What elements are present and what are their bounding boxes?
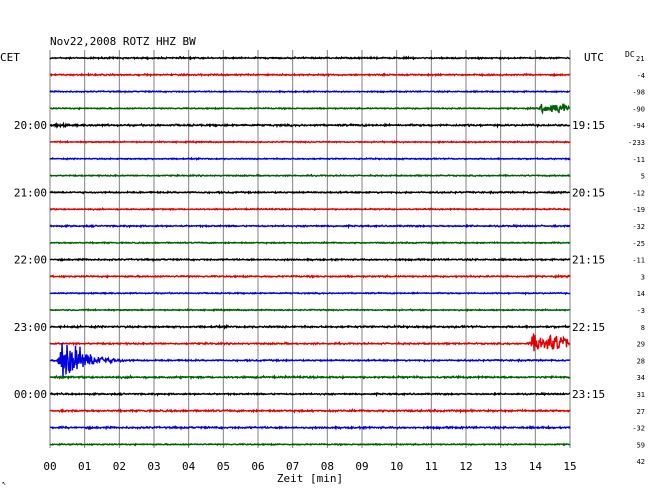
trace-line [49, 173, 571, 178]
trace-line [49, 273, 571, 280]
trace-line [49, 323, 571, 330]
x-tick-label: 14 [529, 460, 543, 473]
dc-label: DC [625, 50, 635, 59]
x-tick-label: 05 [217, 460, 230, 473]
dc-offset-label: 27 [637, 408, 645, 416]
x-tick-label: 08 [321, 460, 334, 473]
trace-line [49, 257, 571, 263]
right-hour-labels: 19:15 20:15 21:15 22:15 23:15 [572, 119, 605, 401]
dc-top-value: 21 [636, 55, 644, 63]
left-hour-label: 20:00 [14, 119, 47, 132]
x-tick-label: 02 [113, 460, 126, 473]
dc-offset-label: 31 [637, 391, 645, 399]
dc-offset-label: 29 [637, 341, 645, 349]
dc-offset-label: -32 [632, 425, 645, 433]
dc-offset-label: 5 [641, 173, 645, 181]
x-tick-label: 07 [286, 460, 299, 473]
trace-line [49, 89, 571, 94]
x-tick-label: 11 [425, 460, 438, 473]
dc-offset-label: -32 [632, 223, 645, 231]
dc-offset-label: -12 [632, 189, 645, 197]
trace-line [49, 207, 571, 212]
x-tick-label: 12 [459, 460, 472, 473]
left-hour-label: 23:00 [14, 321, 47, 334]
x-tick-labels: 00 01 02 03 04 05 06 07 08 09 10 11 12 13 14 15 [43, 460, 576, 473]
left-hour-label: 21:00 [14, 186, 47, 199]
dc-offset-labels: -4 -98 -90 -94 -233 -11 5 -12 -19 -32 -25 -11 3 14 -3 8… [628, 72, 645, 466]
vertical-gridlines [49, 50, 571, 448]
dc-offset-label: 59 [637, 441, 645, 449]
left-hour-label: 22:00 [14, 254, 47, 267]
trace-line [49, 72, 571, 78]
right-timezone-label: UTC [584, 51, 604, 64]
trace-line [49, 121, 571, 129]
trace-line [49, 424, 571, 431]
dc-offset-label: 28 [637, 357, 645, 365]
right-hour-label: 19:15 [572, 119, 605, 132]
x-tick-label: 13 [494, 460, 507, 473]
dc-offset-label: -98 [632, 89, 645, 97]
dc-offset-label: 14 [637, 290, 645, 298]
trace-line [49, 407, 571, 414]
dc-offset-label: 34 [637, 374, 645, 382]
left-timezone-label: CET [0, 51, 20, 64]
trace-group [49, 55, 571, 447]
dc-offset-label: -94 [632, 122, 645, 130]
right-hour-label: 22:15 [572, 321, 605, 334]
x-tick-label: 10 [390, 460, 403, 473]
x-axis-label: Zeit [min] [277, 472, 343, 485]
x-tick-label: 01 [78, 460, 91, 473]
trace-line [49, 333, 571, 352]
right-hour-label: 23:15 [572, 388, 605, 401]
dc-offset-label: -3 [637, 307, 645, 315]
trace-line [49, 223, 571, 230]
x-tick-label: 09 [355, 460, 368, 473]
dc-offset-label: -4 [637, 72, 645, 80]
trace-line [49, 342, 571, 378]
dc-offset-label: -90 [632, 105, 645, 113]
left-hour-labels: 20:00 21:00 22:00 23:00 00:00 [14, 119, 47, 401]
x-tick-label: 15 [563, 460, 576, 473]
left-hour-label: 00:00 [14, 388, 47, 401]
dc-offset-label: -11 [632, 156, 645, 164]
trace-line [49, 374, 571, 381]
trace-line [49, 55, 571, 61]
dc-offset-label: -233 [628, 139, 645, 147]
x-tick-label: 03 [147, 460, 160, 473]
trace-line [49, 240, 571, 245]
trace-line [49, 307, 571, 313]
right-hour-label: 21:15 [572, 254, 605, 267]
dc-offset-label: -25 [632, 240, 645, 248]
dc-offset-label: 8 [641, 324, 645, 332]
dc-offset-label: -19 [632, 206, 645, 214]
trace-line [49, 442, 571, 447]
chart-title: Nov22,2008 ROTZ HHZ BW [50, 35, 196, 48]
trace-line [49, 103, 571, 115]
trace-line [49, 139, 571, 145]
dc-offset-label: 42 [637, 458, 645, 466]
trace-line [49, 291, 571, 296]
corner-mark: ↖ [2, 479, 6, 487]
trace-line [49, 189, 571, 195]
x-tick-label: 06 [251, 460, 264, 473]
dc-offset-label: 3 [641, 273, 645, 281]
dc-offset-label: -11 [632, 257, 645, 265]
trace-line [49, 156, 571, 161]
trace-line [49, 391, 571, 398]
x-tick-label: 00 [43, 460, 56, 473]
right-hour-label: 20:15 [572, 186, 605, 199]
x-tick-label: 04 [182, 460, 196, 473]
